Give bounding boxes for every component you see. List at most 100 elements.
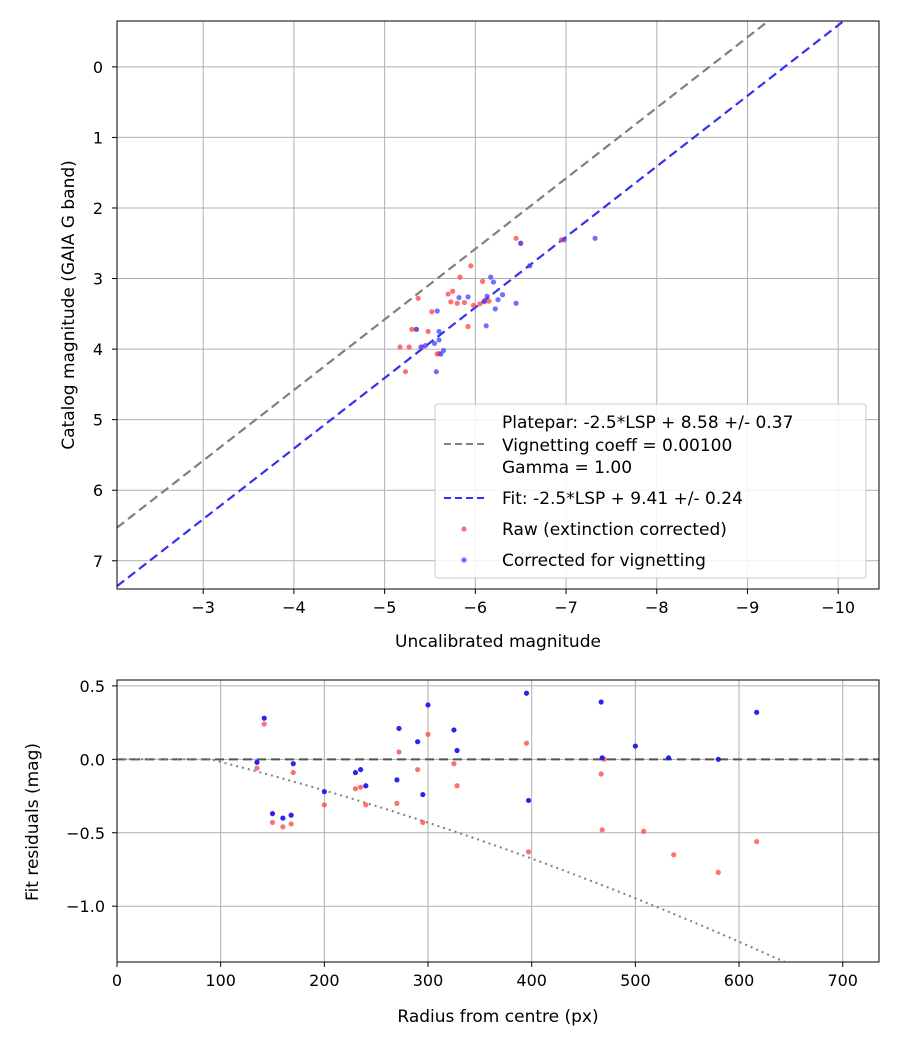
bottom-corrected-point	[523, 690, 530, 696]
top-corrected-point	[499, 292, 506, 298]
top-corrected-point	[434, 308, 440, 314]
bottom-raw-point	[754, 838, 760, 845]
bottom-raw-point	[523, 740, 530, 746]
bottom-corrected-point	[394, 777, 400, 783]
top-corrected-point	[436, 328, 442, 335]
bottom-corrected-point	[598, 699, 604, 705]
top-x-axis-label: Uncalibrated magnitude	[395, 632, 601, 652]
legend-vignetting: Vignetting coeff = 0.00100	[502, 436, 732, 456]
top-y-axis-label: Catalog magnitude (GAIA G band)	[59, 160, 79, 450]
top-y-tick-label: 0	[93, 58, 103, 77]
top-platepar-line	[117, 21, 771, 529]
bottom-raw-point	[261, 721, 267, 727]
top-y-tick-label: 4	[93, 340, 103, 359]
top-fit-lines	[117, 21, 846, 588]
bottom-corrected-point	[420, 791, 426, 798]
top-corrected-point	[431, 340, 438, 347]
bottom-x-tick-label: 400	[516, 971, 547, 990]
top-corrected-point	[561, 237, 567, 243]
top-raw-point	[425, 328, 431, 335]
top-x-tick-label: −8	[645, 598, 669, 617]
bottom-raw-point	[425, 731, 431, 737]
top-x-tick-label: −10	[821, 598, 855, 617]
bottom-y-tick-label: −0.5	[66, 824, 105, 843]
bottom-scatter-points	[254, 690, 760, 876]
bottom-x-tick-label: 100	[205, 971, 236, 990]
top-x-tick-label: −7	[554, 598, 578, 617]
top-corrected-point	[488, 274, 494, 280]
top-corrected-point	[438, 351, 444, 357]
top-raw-point	[465, 323, 471, 330]
bottom-corrected-point	[415, 739, 421, 745]
bottom-raw-point	[641, 828, 647, 834]
bottom-corrected-point	[525, 797, 532, 804]
bottom-raw-point	[288, 821, 294, 827]
bottom-x-tick-label: 600	[724, 971, 755, 990]
legend-red-dot-icon	[461, 526, 467, 532]
bottom-raw-point	[715, 869, 721, 876]
bottom-y-tick-label: −1.0	[66, 897, 105, 916]
top-corrected-point	[592, 235, 598, 241]
bottom-raw-point	[363, 802, 369, 808]
top-raw-point	[470, 302, 477, 308]
bottom-raw-point	[394, 800, 400, 806]
top-corrected-point	[418, 344, 424, 350]
bottom-corrected-point	[665, 755, 672, 761]
bottom-x-tick-label: 300	[413, 971, 444, 990]
top-raw-point	[402, 369, 409, 375]
top-corrected-point	[456, 294, 462, 301]
bottom-corrected-point	[715, 756, 721, 762]
top-corrected-point	[495, 297, 501, 303]
bottom-raw-point	[269, 819, 276, 826]
bottom-x-axis-label: Radius from centre (px)	[397, 1007, 598, 1027]
top-raw-point	[461, 299, 468, 306]
bottom-corrected-point	[352, 769, 359, 776]
legend-raw: Raw (extinction corrected)	[502, 520, 727, 540]
top-corrected-point	[484, 293, 490, 299]
bottom-corrected-point	[358, 766, 364, 773]
top-raw-point	[409, 326, 415, 332]
bottom-x-tick-label: 500	[620, 971, 651, 990]
bottom-corrected-point	[754, 709, 760, 715]
bottom-y-axis-label: Fit residuals (mag)	[23, 743, 43, 901]
bottom-raw-point	[254, 765, 260, 771]
top-corrected-point	[433, 369, 439, 375]
bottom-corrected-point	[321, 789, 327, 795]
bottom-reference-lines	[117, 758, 879, 962]
top-raw-point	[397, 344, 403, 350]
top-corrected-point	[422, 342, 429, 349]
top-corrected-point	[440, 347, 447, 354]
bottom-x-tick-label: 700	[827, 971, 858, 990]
top-raw-point	[513, 235, 519, 241]
bottom-vignetting-model-curve	[117, 758, 788, 962]
top-corrected-point	[481, 299, 487, 305]
top-raw-point	[448, 299, 454, 305]
top-raw-point	[468, 263, 474, 269]
bottom-grid	[116, 680, 879, 962]
top-corrected-point	[527, 263, 533, 269]
legend: Platepar: -2.5*LSP + 8.58 +/- 0.37 Vigne…	[434, 403, 867, 579]
bottom-raw-point	[420, 819, 426, 826]
bottom-raw-point	[525, 849, 532, 855]
bottom-raw-point	[358, 784, 364, 790]
bottom-x-tick-label: 0	[112, 971, 122, 990]
residuals-plot: 0 100 200 300 400 500 600 700 0.5 0.0 −0.5 −1.0 Rad…	[23, 677, 880, 1027]
top-raw-point	[445, 291, 451, 297]
bottom-raw-point	[290, 769, 296, 776]
bottom-corrected-point	[425, 702, 431, 708]
bottom-corrected-point	[599, 755, 605, 761]
bottom-corrected-point	[288, 812, 294, 818]
top-x-tick-label: −4	[282, 598, 306, 617]
top-raw-point	[415, 295, 421, 301]
legend-platepar: Platepar: -2.5*LSP + 8.58 +/- 0.37	[502, 413, 793, 433]
top-raw-point	[406, 344, 412, 350]
top-raw-point	[486, 298, 492, 304]
top-raw-point	[457, 274, 463, 280]
top-raw-point	[479, 278, 486, 284]
bottom-raw-point	[396, 749, 402, 755]
bottom-y-tick-label: 0.5	[80, 677, 105, 696]
top-corrected-point	[413, 326, 419, 332]
top-y-tick-label: 2	[93, 199, 103, 218]
top-y-tick-label: 6	[93, 481, 103, 500]
